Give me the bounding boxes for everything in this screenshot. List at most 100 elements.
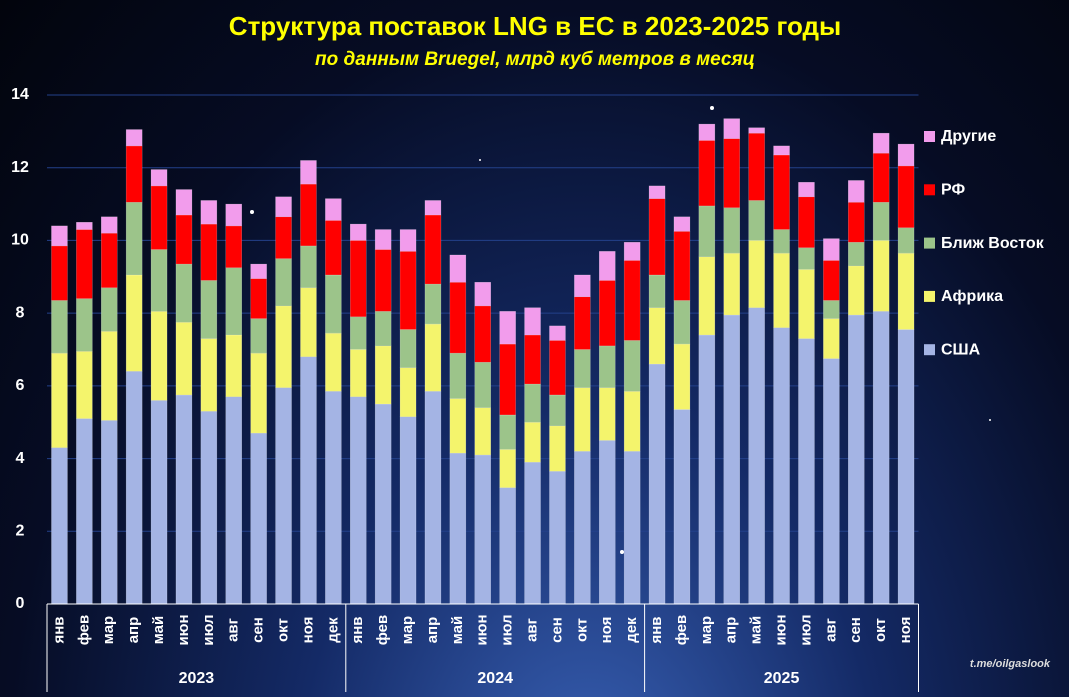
star: [710, 106, 714, 110]
bar-segment: [150, 249, 168, 312]
bar-segment: [150, 400, 168, 605]
bar-segment: [897, 252, 915, 330]
legend-swatch: [924, 290, 935, 302]
x-tick-label: фев: [673, 615, 690, 646]
bar-segment: [798, 182, 815, 198]
star: [989, 419, 991, 421]
x-tick-label: май: [150, 616, 167, 644]
x-tick-label: ноя: [299, 617, 316, 644]
bar-segment: [574, 451, 591, 605]
legend-label: РФ: [941, 182, 965, 199]
bar-segment: [200, 200, 218, 225]
bar-segment: [350, 240, 367, 318]
bar-segment: [474, 454, 491, 605]
bar-segment: [524, 307, 541, 336]
bar-segment: [300, 160, 317, 185]
bar-segment: [599, 345, 616, 388]
bar-segment: [549, 394, 566, 427]
x-tick-label: авг: [225, 618, 242, 642]
bar-segment: [200, 411, 218, 605]
bar-segment: [474, 407, 491, 456]
bar-segment: [798, 247, 815, 270]
bar-segment: [250, 278, 267, 319]
bar-segment: [374, 345, 392, 405]
group-label: 2024: [477, 670, 513, 687]
bar-segment: [723, 138, 740, 208]
bar-segment: [250, 352, 267, 434]
bar-segment: [200, 280, 218, 339]
chart-title: Структура поставок LNG в ЕС в 2023-2025 …: [229, 11, 841, 41]
bar-segment: [101, 331, 118, 421]
bar-segment: [399, 329, 417, 368]
bar-segment: [623, 260, 641, 341]
bar-segment: [798, 269, 815, 339]
bar-segment: [499, 449, 516, 488]
y-tick-label: 14: [11, 86, 29, 103]
bar-segment: [175, 394, 193, 605]
x-tick-label: июл: [797, 614, 814, 645]
x-tick-label: сен: [847, 617, 864, 643]
x-tick-label: июн: [175, 614, 192, 645]
legend-label: Ближ Восток: [941, 235, 1045, 252]
bar-segment: [424, 214, 442, 285]
bar-segment: [549, 425, 566, 472]
bar-segment: [673, 216, 691, 232]
bar-segment: [51, 225, 68, 247]
x-tick-label: окт: [573, 618, 590, 642]
bar-segment: [125, 129, 143, 147]
bar-segment: [200, 338, 218, 412]
y-tick-label: 12: [11, 159, 29, 176]
bar-segment: [225, 225, 242, 268]
x-tick-label: май: [748, 616, 765, 644]
bar-segment: [798, 196, 815, 248]
bar-segment: [499, 487, 516, 605]
bar-segment: [823, 358, 840, 605]
bar-segment: [325, 332, 342, 392]
bar-segment: [823, 300, 840, 319]
bar-segment: [300, 245, 317, 288]
x-tick-label: ноя: [897, 617, 914, 644]
bar-segment: [200, 223, 218, 281]
bar-segment: [325, 274, 342, 334]
bar-segment: [51, 245, 68, 301]
bar-segment: [449, 452, 467, 605]
legend-label: Африка: [941, 288, 1003, 305]
legend-label: США: [941, 341, 981, 358]
x-tick-label: ноя: [598, 617, 615, 644]
bar-segment: [175, 214, 193, 265]
bar-segment: [773, 252, 790, 328]
group-label: 2023: [179, 670, 215, 687]
bar-segment: [623, 241, 641, 261]
bar-segment: [848, 180, 865, 203]
bar-segment: [623, 340, 641, 392]
bar-segment: [399, 367, 417, 418]
bar-segment: [350, 396, 367, 605]
bar-segment: [275, 258, 292, 307]
bar-segment: [76, 229, 93, 299]
bar-segment: [872, 202, 890, 241]
bar-segment: [399, 416, 417, 605]
bar-segment: [76, 418, 93, 605]
legend-swatch: [924, 237, 935, 249]
y-tick-label: 8: [16, 304, 25, 321]
bar-segment: [648, 363, 666, 605]
star: [620, 550, 624, 554]
y-tick-label: 2: [16, 523, 25, 540]
bar-segment: [424, 283, 442, 325]
bar-segment: [350, 223, 367, 241]
bar-segment: [574, 349, 591, 388]
x-tick-label: май: [449, 616, 466, 644]
bar-segment: [76, 222, 93, 230]
bar-segment: [623, 451, 641, 605]
bar-segment: [499, 343, 516, 416]
bar-segment: [599, 280, 616, 347]
bar-segment: [698, 140, 716, 207]
bar-segment: [250, 432, 267, 605]
bar-segment: [848, 202, 865, 243]
bar-segment: [125, 371, 143, 605]
x-tick-label: апр: [723, 617, 740, 644]
bar-segment: [175, 189, 193, 216]
bar-segment: [474, 281, 491, 307]
x-tick-label: окт: [275, 618, 292, 642]
